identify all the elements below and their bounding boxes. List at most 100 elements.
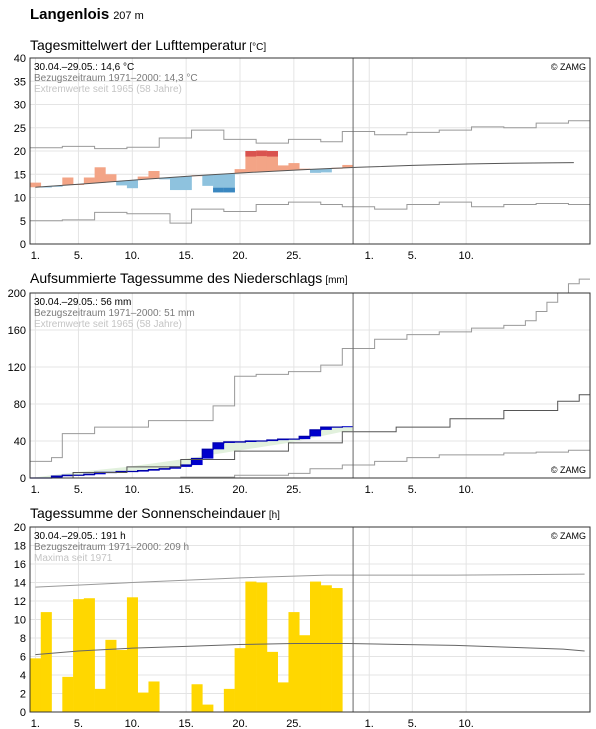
temperature-bar-extreme bbox=[266, 151, 278, 157]
sunshine-bar bbox=[310, 581, 322, 712]
sunshine-bar bbox=[234, 648, 246, 712]
precipitation-daily-block bbox=[310, 429, 322, 437]
station-title: Langenlois 207 m bbox=[30, 6, 144, 23]
precipitation-daily-block bbox=[342, 426, 354, 428]
temp-info-line: Bezugszeitraum 1971–2000: 14,3 °C bbox=[34, 73, 198, 84]
sun-xtick-label: 25. bbox=[286, 718, 301, 729]
precipitation-daily-block bbox=[299, 436, 311, 440]
precipitation-daily-block bbox=[51, 476, 63, 478]
precipitation-daily-block bbox=[213, 442, 225, 450]
sunshine-bar bbox=[30, 658, 42, 712]
temperature-panel-title: Tagesmittelwert der Lufttemperatur [°C] bbox=[30, 37, 266, 53]
precip-xtick-label: 25. bbox=[286, 484, 301, 496]
precip-info-line: Extremwerte seit 1965 (58 Jahre) bbox=[34, 319, 182, 330]
precipitation-mean-line bbox=[30, 394, 590, 479]
temp-info-line: 30.04.–29.05.: 14,6 °C bbox=[34, 62, 134, 73]
sunshine-bar bbox=[191, 684, 203, 712]
temperature-bar bbox=[320, 168, 332, 173]
temp-xtick-label: 5. bbox=[74, 250, 83, 262]
temperature-bar-extreme bbox=[213, 187, 225, 193]
temperature-bar bbox=[202, 174, 214, 186]
temp-xtick-label: 25. bbox=[286, 250, 301, 262]
sunshine-bar bbox=[116, 650, 128, 712]
precip-ytick-label: 200 bbox=[8, 288, 26, 300]
sun-xtick-label: 5. bbox=[74, 718, 83, 729]
temp-ytick-label: 20 bbox=[14, 146, 26, 158]
sunshine-bar bbox=[266, 651, 278, 712]
sun-xtick-label: 10. bbox=[125, 718, 140, 729]
precip-xtick-label: 1. bbox=[31, 484, 40, 496]
station-altitude: 207 m bbox=[113, 10, 144, 22]
temp-ytick-label: 25 bbox=[14, 123, 26, 135]
sun-ytick-label: 2 bbox=[20, 689, 26, 701]
sun-ytick-label: 4 bbox=[20, 670, 26, 682]
precip-plot-border bbox=[29, 292, 591, 479]
temperature-bar bbox=[83, 177, 95, 184]
temp-plot-border bbox=[29, 57, 591, 245]
temperature-bar bbox=[288, 163, 300, 171]
precipitation-cumulative-line bbox=[30, 426, 343, 479]
precipitation-title-unit: [mm] bbox=[325, 275, 348, 286]
temp-ytick-label: 10 bbox=[14, 193, 26, 205]
sunshine-bar bbox=[299, 635, 311, 712]
temp-xtick-label: 1. bbox=[365, 250, 374, 262]
temperature-bar bbox=[342, 164, 354, 168]
temperature-bar bbox=[137, 176, 149, 180]
temperature-bar bbox=[159, 177, 171, 180]
temperature-bar bbox=[170, 177, 182, 191]
temperature-bar bbox=[234, 169, 246, 174]
precip-xtick-label: 10. bbox=[125, 484, 140, 496]
sun-ytick-label: 8 bbox=[20, 633, 26, 645]
temp-ytick-label: 0 bbox=[20, 239, 26, 251]
sunshine-bar bbox=[277, 682, 289, 712]
precipitation-max-line bbox=[30, 278, 590, 462]
sunshine-panel-title: Tagessumme der Sonnenscheindauer [h] bbox=[30, 505, 280, 521]
temp-ytick-label: 15 bbox=[14, 169, 26, 181]
sun-xtick-label: 10. bbox=[459, 718, 474, 729]
temperature-bar bbox=[310, 169, 322, 173]
precip-plot-area bbox=[30, 293, 590, 478]
precipitation-daily-block bbox=[320, 427, 332, 430]
precip-xtick-label: 1. bbox=[365, 484, 374, 496]
temp-brand: © ZAMG bbox=[551, 62, 586, 72]
sunshine-bar bbox=[223, 688, 235, 712]
sun-info-line: 30.04.–29.05.: 191 h bbox=[34, 531, 126, 542]
sunshine-bar bbox=[40, 612, 52, 712]
sun-ytick-label: 6 bbox=[20, 652, 26, 664]
precipitation-daily-block bbox=[191, 458, 203, 466]
temp-xtick-label: 20. bbox=[232, 250, 247, 262]
precip-brand: © ZAMG bbox=[551, 465, 586, 475]
temp-ytick-label: 5 bbox=[20, 216, 26, 228]
precip-ytick-label: 0 bbox=[20, 473, 26, 485]
temp-xtick-label: 10. bbox=[125, 250, 140, 262]
temperature-bar bbox=[116, 181, 128, 186]
sunshine-bar bbox=[256, 582, 268, 712]
precipitation-daily-block bbox=[202, 449, 214, 459]
temperature-bar bbox=[51, 185, 63, 187]
sun-ytick-label: 0 bbox=[20, 707, 26, 719]
sun-info-line: Maxima seit 1971 bbox=[34, 553, 113, 564]
sun-xtick-label: 20. bbox=[232, 718, 247, 729]
temp-ytick-label: 30 bbox=[14, 100, 26, 112]
sun-xtick-label: 1. bbox=[31, 718, 40, 729]
temperature-mean-line bbox=[35, 162, 574, 188]
precipitation-daily-block bbox=[180, 465, 192, 467]
station-name: Langenlois bbox=[30, 6, 110, 23]
sun-xtick-label: 15. bbox=[179, 718, 194, 729]
sunshine-bar bbox=[94, 688, 106, 712]
sun-plot-border bbox=[29, 526, 591, 713]
temperature-bar-extreme bbox=[256, 150, 268, 157]
precipitation-min-line bbox=[30, 449, 590, 479]
precipitation-daily-block bbox=[170, 466, 182, 469]
sun-ytick-label: 20 bbox=[14, 522, 26, 534]
sunshine-bar bbox=[288, 612, 300, 712]
sunshine-bar bbox=[245, 581, 257, 712]
sun-xtick-label: 1. bbox=[365, 718, 374, 729]
precip-xtick-label: 15. bbox=[179, 484, 194, 496]
temperature-bar bbox=[126, 180, 138, 189]
sunshine-title-text: Tagessumme der Sonnenscheindauer bbox=[30, 505, 266, 521]
sun-brand: © ZAMG bbox=[551, 531, 586, 541]
temperature-bar bbox=[223, 173, 235, 193]
temperature-bar bbox=[40, 186, 52, 188]
